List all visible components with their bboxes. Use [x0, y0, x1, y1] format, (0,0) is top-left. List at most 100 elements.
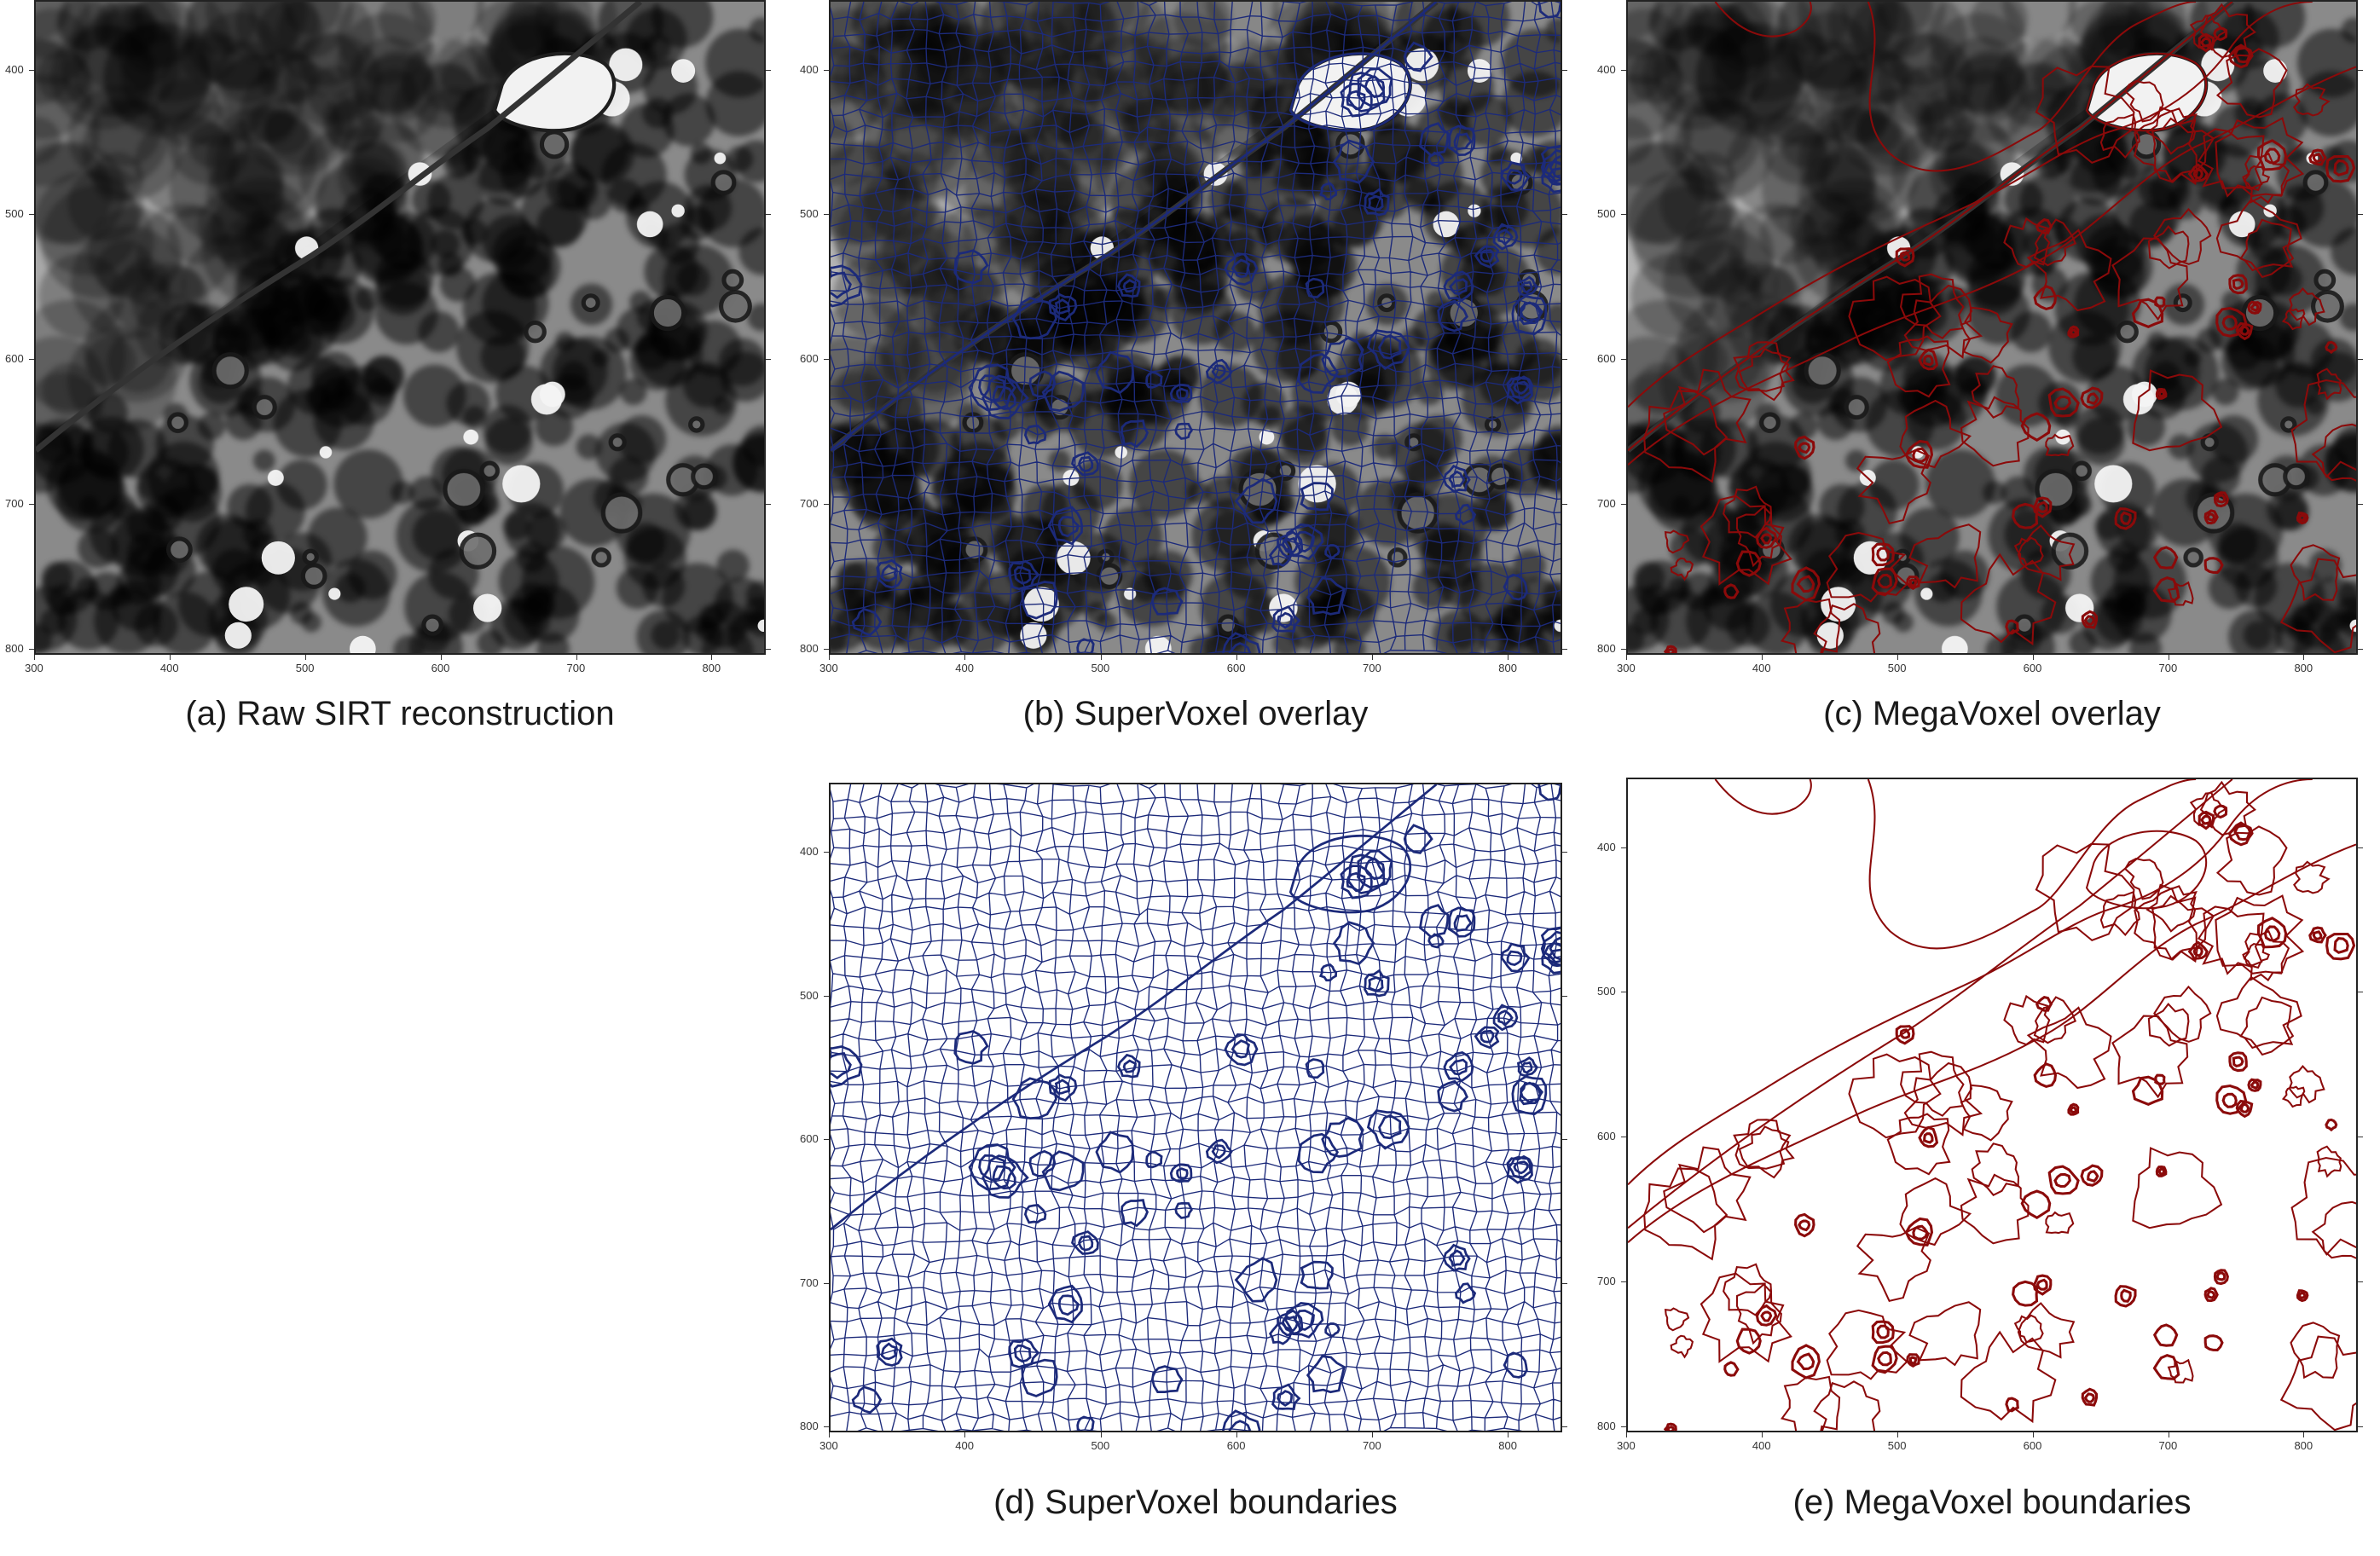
y-tick-mark — [824, 504, 829, 506]
y-tick-label: 400 — [800, 62, 819, 76]
y-tick-mark — [824, 69, 829, 71]
x-tick-mark — [169, 655, 171, 660]
y-tick-mark — [824, 649, 829, 651]
y-tick-label: 600 — [800, 352, 819, 366]
x-tick-mark — [1100, 1432, 1102, 1437]
panel-c-image — [1628, 2, 2356, 653]
y-tick-mark — [29, 504, 34, 506]
x-tick-label: 700 — [566, 662, 586, 674]
image-raw-sirt — [34, 0, 766, 655]
x-tick-label: 500 — [1091, 662, 1110, 674]
x-tick-mark — [829, 655, 830, 660]
y-tick-label: 500 — [800, 988, 819, 1002]
y-tick-mark — [29, 69, 34, 71]
x-tick-label: 300 — [819, 662, 838, 674]
y-tick-mark — [29, 359, 34, 361]
y-tick-mark-right — [766, 359, 771, 361]
y-tick-label: 500 — [5, 207, 24, 221]
x-tick-mark — [1372, 655, 1374, 660]
y-tick-mark-right — [766, 214, 771, 216]
x-tick-label: 800 — [702, 662, 721, 674]
y-tick-mark-right — [766, 504, 771, 506]
y-tick-label: 800 — [5, 642, 24, 656]
y-tick-mark-right — [2358, 1281, 2363, 1283]
y-tick-mark — [1621, 847, 1626, 848]
y-tick-mark-right — [766, 649, 771, 651]
y-tick-mark-right — [1562, 214, 1567, 216]
x-tick-mark — [1100, 655, 1102, 660]
y-tick-label: 600 — [5, 352, 24, 366]
y-tick-label: 800 — [800, 642, 819, 656]
y-tick-mark — [1621, 1281, 1626, 1283]
y-tick-mark-right — [1562, 69, 1567, 71]
y-tick-mark-right — [2358, 504, 2363, 506]
x-tick-mark — [964, 655, 966, 660]
image-megavoxel-boundaries — [1626, 778, 2358, 1432]
x-tick-label: 300 — [1617, 662, 1636, 674]
y-tick-mark — [824, 359, 829, 361]
x-tick-label: 700 — [1363, 1439, 1381, 1452]
y-tick-label: 800 — [800, 1420, 819, 1433]
x-tick-label: 700 — [2158, 662, 2178, 674]
y-tick-mark-right — [1562, 359, 1567, 361]
y-tick-mark-right — [1562, 649, 1567, 651]
y-tick-mark — [824, 1426, 829, 1428]
x-tick-mark — [2032, 1432, 2034, 1437]
y-tick-mark — [824, 851, 829, 853]
x-tick-label: 800 — [1498, 1439, 1517, 1452]
x-tick-mark — [829, 1432, 830, 1437]
y-tick-mark-right — [2358, 1426, 2363, 1428]
x-tick-mark — [1761, 655, 1763, 660]
y-tick-label: 700 — [800, 497, 819, 511]
y-tick-mark-right — [2358, 359, 2363, 361]
caption-d: (d) SuperVoxel boundaries — [993, 1484, 1398, 1521]
x-tick-mark — [964, 1432, 966, 1437]
panel-e-image — [1628, 779, 2356, 1431]
x-tick-label: 500 — [1887, 662, 1907, 674]
y-tick-mark — [1621, 359, 1626, 361]
y-tick-mark-right — [2358, 69, 2363, 71]
y-tick-mark-right — [1562, 851, 1567, 853]
y-tick-mark — [824, 1139, 829, 1141]
caption-a: (a) Raw SIRT reconstruction — [185, 695, 615, 732]
x-tick-label: 400 — [955, 662, 974, 674]
x-tick-label: 800 — [2294, 662, 2313, 674]
y-tick-mark — [1621, 69, 1626, 71]
caption-b: (b) SuperVoxel overlay — [1022, 695, 1369, 732]
y-tick-label: 700 — [800, 1275, 819, 1289]
x-tick-label: 300 — [819, 1439, 838, 1452]
x-tick-mark — [304, 655, 306, 660]
y-tick-mark-right — [1562, 1282, 1567, 1284]
x-tick-label: 600 — [2023, 1439, 2042, 1452]
y-tick-label: 400 — [1597, 62, 1616, 76]
x-tick-label: 300 — [1617, 1439, 1636, 1452]
caption-e: (e) MegaVoxel boundaries — [1792, 1484, 2192, 1521]
y-tick-label: 500 — [800, 207, 819, 221]
y-tick-label: 800 — [1597, 1420, 1616, 1433]
x-tick-mark — [1761, 1432, 1763, 1437]
x-tick-mark — [711, 655, 713, 660]
x-tick-label: 300 — [25, 662, 43, 674]
y-tick-label: 500 — [1597, 207, 1616, 221]
x-tick-mark — [440, 655, 442, 660]
x-tick-label: 400 — [159, 662, 179, 674]
x-tick-label: 500 — [1091, 1439, 1110, 1452]
x-tick-mark — [1896, 1432, 1898, 1437]
x-tick-label: 500 — [295, 662, 315, 674]
y-tick-mark-right — [2358, 649, 2363, 651]
y-tick-mark — [1621, 214, 1626, 216]
x-tick-label: 800 — [2294, 1439, 2313, 1452]
x-tick-label: 700 — [1363, 662, 1381, 674]
y-tick-label: 500 — [1597, 985, 1616, 998]
x-tick-label: 400 — [1752, 1439, 1771, 1452]
y-tick-mark — [824, 1282, 829, 1284]
x-tick-label: 400 — [955, 1439, 974, 1452]
image-supervoxel-overlay — [829, 0, 1562, 655]
y-tick-mark — [29, 649, 34, 651]
x-tick-label: 600 — [1226, 1439, 1246, 1452]
y-tick-mark — [1621, 1426, 1626, 1428]
y-tick-mark — [824, 214, 829, 216]
y-tick-mark-right — [766, 69, 771, 71]
y-tick-label: 600 — [1597, 352, 1616, 366]
y-tick-mark-right — [1562, 995, 1567, 997]
